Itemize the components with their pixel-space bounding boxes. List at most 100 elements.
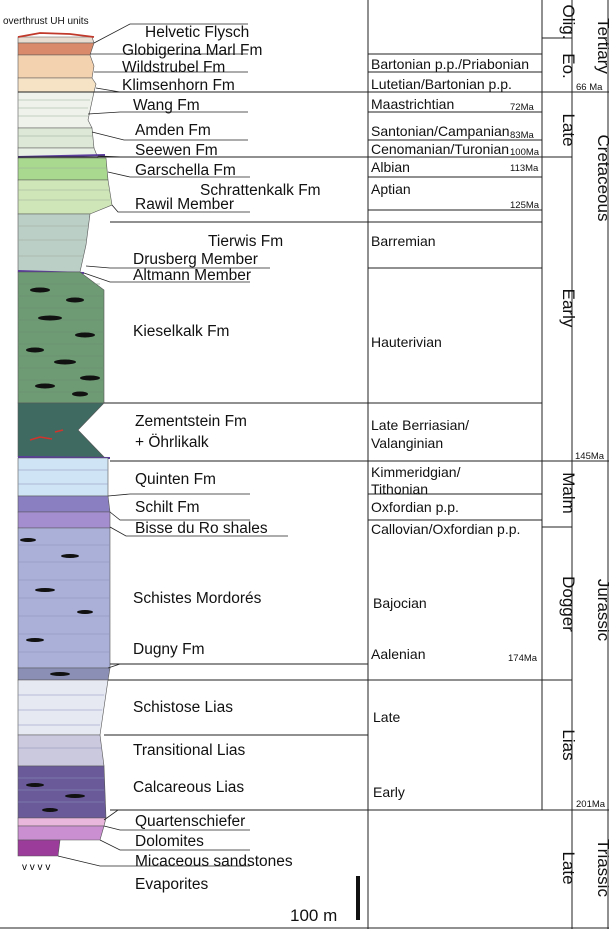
formation-label: Wildstrubel Fm: [122, 59, 225, 76]
formation-label: Calcareous Lias: [133, 779, 244, 796]
layer-helvetic-flysch: [17, 36, 95, 44]
stage-label: Oxfordian p.p.: [371, 499, 459, 515]
formation-label: Garschella Fm: [135, 162, 236, 179]
layer-micaceous-sandstones: [17, 839, 61, 857]
formation-label: Micaceous sandstones: [135, 853, 293, 870]
formation-label: Amden Fm: [135, 122, 211, 139]
layer-tierwis: [17, 213, 91, 273]
scale-label: 100 m: [290, 906, 337, 925]
formation-label: Drusberg Member: [133, 251, 258, 268]
formation-label: Seewen Fm: [135, 142, 218, 159]
stage-label: Valanginian: [371, 435, 443, 451]
lithology-column: v v v v: [17, 32, 113, 873]
stage-label: Late: [373, 709, 400, 725]
layer-schilt: [17, 495, 111, 513]
layer-schrattenkalk: [17, 179, 113, 215]
formation-label: Dolomites: [135, 833, 204, 850]
layer-wildstrubel: [17, 54, 95, 79]
epoch-label: Olig.: [559, 5, 578, 40]
red-markers: [29, 429, 64, 441]
stage-label: Barremian: [371, 233, 436, 249]
layer-bisse-du-ro: [17, 511, 111, 529]
stage-label: Aptian: [371, 181, 411, 197]
stage-label: Kimmeridgian/: [371, 464, 461, 480]
formation-label: Quinten Fm: [135, 471, 216, 488]
period-label: Tertiary: [594, 18, 609, 74]
overthrust-line: [17, 32, 95, 38]
formation-label: Klimsenhorn Fm: [122, 77, 235, 94]
overthrust-label: overthrust UH units: [3, 16, 89, 27]
bedding-lines-upper: [18, 99, 110, 257]
formation-label: Wang Fm: [133, 97, 200, 114]
age-label: 174Ma: [508, 653, 538, 664]
layer-dolomites: [17, 825, 105, 841]
period-label: Jurassic: [594, 579, 609, 642]
epoch-labels: Olig. Eo. Late Early Malm Dogger Lias La…: [559, 5, 578, 885]
stage-label: Tithonian: [371, 481, 428, 497]
stage-label: Callovian/Oxfordian p.p.: [371, 521, 520, 537]
stage-label: Maastrichtian: [371, 96, 454, 112]
formation-label: Helvetic Flysch: [145, 24, 249, 41]
formation-label: Globigerina Marl Fm: [122, 42, 262, 59]
age-label: 66 Ma: [576, 82, 603, 93]
formation-label: + Öhrlikalk: [135, 433, 209, 451]
formation-label: Altmann Member: [133, 267, 251, 284]
stage-label: Aalenian: [371, 646, 426, 662]
age-label: 201Ma: [576, 799, 606, 810]
formation-label: Quartenschiefer: [135, 813, 245, 830]
layer-kieselkalk: [17, 271, 105, 404]
chert-nodules: [20, 287, 100, 812]
layer-wang: [17, 91, 95, 129]
formation-label: Transitional Lias: [133, 742, 246, 759]
formation-label: Schistose Lias: [133, 699, 233, 716]
stage-labels: Bartonian p.p./Priabonian Lutetian/Barto…: [371, 56, 529, 800]
layer-quinten: [17, 457, 109, 497]
stage-label: Cenomanian/Turonian: [371, 141, 509, 157]
stage-label: Hauterivian: [371, 334, 442, 350]
formation-label: Kieselkalk Fm: [133, 323, 229, 340]
layer-amden: [17, 127, 95, 149]
age-label: 113Ma: [510, 163, 539, 174]
layer-globigerina-marl: [17, 42, 95, 56]
formation-label: Schistes Mordorés: [133, 590, 262, 607]
period-label: Triassic: [594, 839, 609, 897]
age-label: 145Ma: [575, 451, 605, 462]
formation-label: Bisse du Ro shales: [135, 520, 268, 537]
period-labels: Tertiary Cretaceous Jurassic Triassic: [594, 18, 609, 897]
formation-label: Tierwis Fm: [208, 233, 283, 250]
epoch-label: Dogger: [559, 576, 578, 632]
epoch-label: Late: [559, 851, 578, 884]
formation-label: Evaporites: [135, 876, 208, 893]
layer-transitional-lias: [17, 734, 105, 767]
formation-labels: Helvetic Flysch Globigerina Marl Fm Wild…: [122, 24, 321, 893]
stage-label: Lutetian/Bartonian p.p.: [371, 76, 512, 92]
age-labels: 72Ma 83Ma 100Ma 113Ma 125Ma 145Ma 174Ma …: [508, 82, 606, 810]
age-label: 83Ma: [510, 130, 534, 141]
scale-bar-line: [356, 876, 360, 920]
layer-schistose-lias: [17, 679, 109, 736]
stage-label: Early: [373, 784, 405, 800]
epoch-label: Early: [559, 289, 578, 328]
formation-label: Zementstein Fm: [135, 413, 247, 430]
formation-label: Rawil Member: [135, 196, 234, 213]
epoch-label: Eo.: [559, 53, 578, 79]
bedding-lines: [18, 283, 104, 393]
stage-label: Bartonian p.p./Priabonian: [371, 56, 529, 72]
age-label: 125Ma: [510, 200, 540, 211]
scale-bar: 100 m: [290, 876, 360, 925]
age-label: 72Ma: [510, 102, 534, 113]
formation-label: Schilt Fm: [135, 499, 200, 516]
stage-label: Santonian/Campanian: [371, 123, 510, 139]
stage-label: Late Berriasian/: [371, 417, 469, 433]
epoch-label: Late: [559, 113, 578, 146]
bedding-lines-jurassic: [18, 469, 110, 803]
period-label: Cretaceous: [594, 135, 609, 222]
leader-lines: [57, 23, 288, 867]
epoch-label: Lias: [559, 729, 578, 760]
layer-klimsenhorn: [17, 77, 97, 93]
stage-label: Albian: [371, 159, 410, 175]
layer-calcareous-lias: [17, 765, 107, 819]
layer-garschella: [17, 157, 109, 181]
